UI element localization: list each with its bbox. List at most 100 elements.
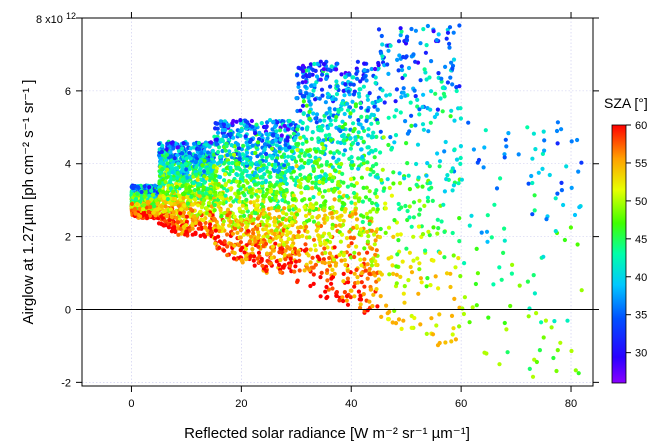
- data-point: [379, 178, 384, 183]
- data-point: [317, 96, 322, 101]
- data-point: [431, 258, 436, 263]
- data-point: [234, 119, 239, 124]
- data-point: [278, 270, 283, 275]
- data-point: [220, 148, 225, 154]
- data-point: [184, 156, 189, 161]
- data-point: [411, 234, 416, 239]
- data-point: [420, 122, 426, 127]
- data-point: [307, 72, 312, 77]
- data-point: [237, 156, 242, 161]
- data-point: [325, 278, 330, 283]
- data-point: [417, 207, 423, 212]
- data-point: [421, 27, 426, 32]
- data-point: [352, 183, 357, 188]
- data-point: [314, 201, 319, 206]
- y-tick-label: 2: [65, 232, 71, 244]
- data-point: [449, 313, 455, 318]
- data-point: [274, 143, 279, 148]
- data-point: [201, 232, 206, 237]
- data-point: [365, 108, 370, 113]
- data-point: [275, 168, 280, 173]
- data-point: [169, 215, 174, 220]
- data-point: [312, 243, 318, 248]
- data-point: [544, 217, 549, 222]
- data-point: [208, 195, 213, 200]
- data-point: [516, 152, 521, 157]
- data-point: [534, 359, 540, 365]
- data-point: [188, 188, 193, 193]
- data-point: [225, 123, 231, 129]
- data-point: [342, 258, 347, 263]
- data-point: [356, 121, 361, 126]
- data-point: [307, 109, 312, 114]
- data-point: [401, 54, 406, 60]
- data-point: [450, 82, 455, 87]
- data-point: [152, 204, 157, 209]
- colorbar: SZA [°] 30 35 40 45 50 55 60: [604, 95, 648, 384]
- data-point: [558, 340, 563, 345]
- data-point: [418, 322, 423, 327]
- data-point: [286, 154, 291, 159]
- data-point: [268, 251, 273, 256]
- data-point: [360, 199, 365, 204]
- data-point: [406, 278, 411, 283]
- data-point: [429, 316, 434, 321]
- data-point: [207, 225, 212, 230]
- data-point: [420, 232, 426, 237]
- data-point: [150, 192, 155, 197]
- data-point: [403, 93, 408, 98]
- data-point: [288, 256, 293, 261]
- data-point: [399, 205, 404, 210]
- data-point: [342, 111, 347, 117]
- data-point: [303, 84, 308, 89]
- data-point: [367, 271, 372, 276]
- data-point: [266, 162, 272, 167]
- data-point: [392, 140, 397, 145]
- data-point: [351, 108, 356, 113]
- data-point: [235, 230, 240, 235]
- data-point: [334, 67, 339, 72]
- data-point: [373, 75, 378, 80]
- data-point: [529, 173, 534, 179]
- data-point: [256, 250, 262, 255]
- data-point: [168, 186, 173, 191]
- data-point: [165, 141, 170, 146]
- data-point: [365, 229, 370, 234]
- data-point: [295, 147, 300, 152]
- data-point: [447, 25, 453, 30]
- data-point: [153, 213, 158, 218]
- data-point: [541, 254, 546, 259]
- data-point: [322, 189, 327, 194]
- data-point: [223, 172, 228, 177]
- data-point: [387, 272, 392, 277]
- data-point: [221, 219, 226, 224]
- data-point: [221, 201, 226, 206]
- data-point: [357, 87, 362, 92]
- data-point: [330, 178, 335, 184]
- data-point: [227, 179, 232, 184]
- data-point: [559, 127, 564, 132]
- data-point: [339, 72, 344, 77]
- data-point: [180, 151, 185, 156]
- data-point: [356, 130, 361, 135]
- data-point: [540, 166, 545, 171]
- data-point: [314, 175, 319, 180]
- data-point: [411, 52, 416, 57]
- data-point: [213, 241, 218, 246]
- data-point: [253, 239, 258, 244]
- data-point: [436, 71, 441, 76]
- data-point: [231, 135, 236, 140]
- data-point: [469, 213, 474, 218]
- data-point: [332, 168, 337, 173]
- data-point: [414, 182, 419, 187]
- data-point: [307, 116, 312, 121]
- data-point: [312, 61, 317, 67]
- data-point: [423, 50, 428, 55]
- data-point: [434, 112, 440, 117]
- data-point: [239, 258, 244, 263]
- data-point: [191, 181, 196, 186]
- data-point: [193, 231, 198, 236]
- data-point: [219, 159, 224, 164]
- data-point: [172, 156, 177, 161]
